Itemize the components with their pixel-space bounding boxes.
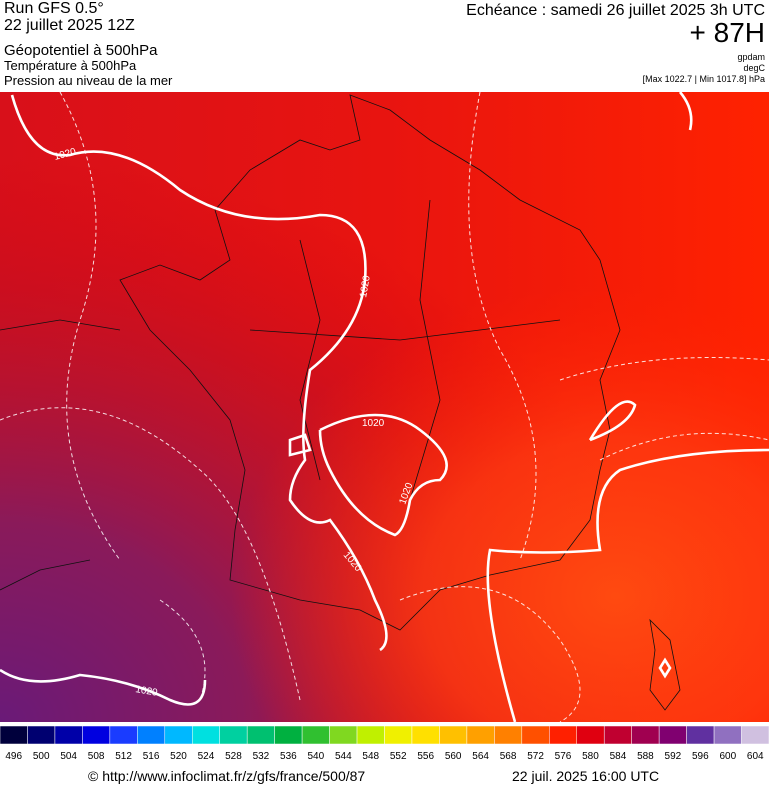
- colorbar-label: 552: [390, 751, 407, 762]
- isobars: [0, 91, 769, 723]
- colorbar-label: 528: [225, 751, 242, 762]
- footer: © http://www.infoclimat.fr/z/gfs/france/…: [88, 768, 659, 784]
- colorbar-label: 544: [335, 751, 352, 762]
- title: Géopotentiel à 500hPa: [4, 42, 158, 59]
- colorbar-label: 540: [307, 751, 324, 762]
- colorbar-label: 588: [637, 751, 654, 762]
- field: [0, 92, 769, 722]
- color-box: [82, 725, 111, 745]
- color-box: [521, 725, 550, 745]
- isotherms: [0, 91, 769, 723]
- color-box: [301, 725, 330, 745]
- lead-time: + 87H: [690, 17, 766, 48]
- borders: [0, 94, 681, 711]
- color-box: [466, 725, 495, 745]
- color-box: [686, 725, 715, 745]
- colorbar-label: 576: [555, 751, 572, 762]
- contour-label: 1020: [134, 684, 158, 699]
- color-box: [741, 725, 769, 745]
- color-box: [0, 725, 28, 745]
- source-url: © http://www.infoclimat.fr/z/gfs/france/…: [88, 768, 365, 784]
- colorbar-label: 596: [692, 751, 709, 762]
- colorbar-label: 580: [582, 751, 599, 762]
- color-box: [494, 725, 523, 745]
- color-box: [164, 725, 193, 745]
- color-box: [109, 725, 138, 745]
- color-box: [713, 725, 742, 745]
- color-box: [54, 725, 83, 745]
- colorbar-label: 600: [719, 751, 736, 762]
- color-box: [356, 725, 385, 745]
- colorbar-label: 560: [445, 751, 462, 762]
- color-box: [576, 725, 605, 745]
- subtitle: Pression au niveau de la mer: [4, 73, 173, 88]
- color-box: [603, 725, 632, 745]
- colorbar-label: 592: [665, 751, 682, 762]
- color-box: [274, 725, 303, 745]
- color-box: [549, 725, 577, 745]
- header: Run GFS 0.5° 22 juillet 2025 12Z Géopote…: [4, 0, 766, 88]
- color-box: [329, 725, 358, 745]
- map: 1020 1020 1020 1020 1020 1020: [0, 91, 769, 723]
- colorbar-label: 496: [5, 751, 22, 762]
- color-box: [219, 725, 248, 745]
- colorbar-label: 512: [115, 751, 132, 762]
- color-box: [27, 725, 56, 745]
- colorbar-label: 568: [500, 751, 517, 762]
- colorbar-label: 564: [472, 751, 489, 762]
- colorbar-label: 504: [60, 751, 77, 762]
- forecast: Echéance : samedi 26 juillet 2025 3h UTC: [466, 2, 765, 19]
- color-box: [137, 725, 166, 745]
- colorbar-label: 548: [362, 751, 379, 762]
- color-box: [631, 725, 660, 745]
- range: [Max 1022.7 | Min 1017.8] hPa: [643, 74, 765, 84]
- subtitle: Température à 500hPa: [4, 58, 137, 73]
- colorbar-label: 500: [33, 751, 50, 762]
- colorbar: 496 500 504 508 512 516 520 524 528 532 536 540 544 5…: [0, 725, 769, 762]
- colorbar-label: 556: [417, 751, 434, 762]
- color-box: [192, 725, 220, 745]
- color-box: [411, 725, 440, 745]
- unit: gpdam: [737, 52, 765, 62]
- colorbar-label: 524: [198, 751, 215, 762]
- colorbar-label: 520: [170, 751, 187, 762]
- color-box: [246, 725, 275, 745]
- run: Run GFS 0.5°: [4, 0, 104, 17]
- unit: degC: [743, 63, 765, 73]
- color-box: [384, 725, 413, 745]
- color-box: [658, 725, 687, 745]
- colorbar-label: 516: [143, 751, 160, 762]
- colorbar-label: 572: [527, 751, 544, 762]
- colorbar-label: 536: [280, 751, 297, 762]
- contour-label: 1020: [362, 418, 385, 429]
- colorbar-label: 604: [747, 751, 764, 762]
- contour-label: 1020: [358, 274, 373, 298]
- color-box: [439, 725, 468, 745]
- contour-labels: 1020 1020 1020 1020 1020 1020: [53, 146, 416, 698]
- colorbar-label: 532: [253, 751, 270, 762]
- colorbar-label: 508: [88, 751, 105, 762]
- colorbar-label: 584: [610, 751, 627, 762]
- timestamp: 22 juil. 2025 16:00 UTC: [512, 768, 659, 784]
- run-date: 22 juillet 2025 12Z: [4, 17, 135, 34]
